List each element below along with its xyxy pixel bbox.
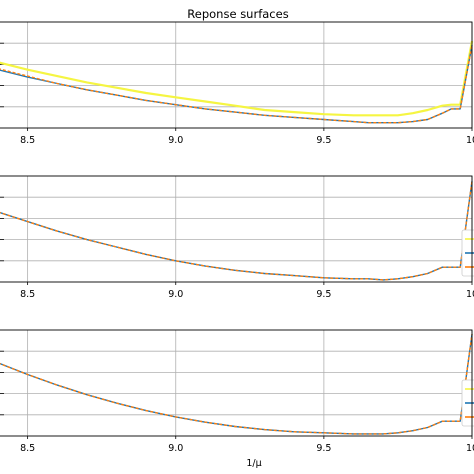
x-tick-label: 8.5: [20, 443, 35, 454]
series-line-2: [0, 181, 473, 281]
x-tick-label: 9.5: [316, 135, 331, 146]
x-tick-label: 9.0: [168, 289, 183, 300]
series-line-2: [0, 45, 473, 124]
series-line-3: [0, 45, 473, 124]
x-tick-label: 8.5: [20, 289, 35, 300]
series-line-1: [0, 334, 473, 435]
x-tick-label: 8.5: [20, 135, 35, 146]
series-line-1: [0, 181, 473, 281]
subplot-3: 8.5 9.0 9.5 10 1/μ: [0, 329, 474, 469]
axes-frame: [0, 21, 473, 129]
legend: [461, 379, 474, 427]
axes-frame: [0, 175, 473, 283]
figure-title: Reponse surfaces: [187, 7, 288, 21]
x-axis-label: 1/μ: [246, 458, 261, 469]
series-line-2: [0, 334, 473, 435]
x-tick-label: 9.0: [168, 135, 183, 146]
subplot-2: 8.5 9.0 9.5 10: [0, 175, 474, 300]
x-tick-label: 9.0: [168, 443, 183, 454]
x-tick-label: 10: [466, 443, 474, 454]
subplot-stack: 8.5 9.0 9.5 10 8.5 9.0 9.5 10 8.5 9.0 9.5 10 1/μ: [0, 21, 474, 469]
x-tick-label: 9.5: [316, 289, 331, 300]
series-line-1: [0, 40, 474, 117]
axes-frame: [0, 329, 473, 437]
x-tick-label: 9.5: [316, 443, 331, 454]
x-tick-label: 10: [466, 135, 474, 146]
legend: [461, 229, 474, 277]
x-tick-label: 10: [466, 289, 474, 300]
subplot-1: 8.5 9.0 9.5 10: [0, 21, 474, 146]
